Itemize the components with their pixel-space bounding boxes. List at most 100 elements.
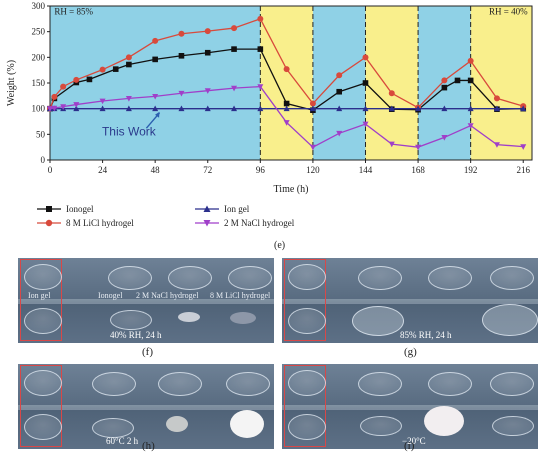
data-point — [60, 104, 67, 110]
data-point — [388, 141, 395, 148]
shelf-band — [282, 299, 538, 304]
y-axis-label: Weight (%) — [6, 60, 17, 106]
data-point — [362, 121, 369, 128]
y-tick-label: 150 — [32, 78, 46, 88]
y-tick-label: 250 — [32, 27, 46, 37]
annotation-rh-high: RH = 85% — [54, 7, 93, 17]
ion-gel-highlight-box — [284, 259, 326, 341]
legend-label: Ion gel — [224, 204, 250, 214]
legend-item-licl: 8 M LiCl hydrogel — [36, 218, 134, 228]
data-point — [362, 54, 369, 61]
panel-label-h: (h) — [142, 440, 155, 452]
panel-f-caption: 40% RH, 24 h — [110, 330, 162, 340]
data-point — [178, 52, 185, 59]
dish-licl-before — [226, 372, 270, 396]
data-point — [51, 105, 58, 112]
shelf-band — [18, 299, 274, 304]
series-2-m-nacl-hydrogel — [47, 84, 527, 151]
panel-label-i: (i) — [404, 440, 415, 452]
data-point — [231, 85, 238, 92]
y-tick-label: 100 — [32, 104, 46, 114]
data-point — [454, 77, 461, 84]
phase-band — [312, 6, 366, 160]
series-ion-gel — [47, 105, 527, 112]
data-point — [204, 88, 211, 94]
ion-gel-highlight-box — [20, 259, 62, 341]
data-point — [467, 57, 474, 64]
photo-panel-f: Ion gel Ionogel 2 M NaCl hydrogel 8 M Li… — [18, 258, 274, 343]
data-point — [467, 123, 474, 129]
data-point — [336, 130, 343, 137]
dish-ionogel-before — [92, 372, 136, 396]
series-line — [49, 48, 524, 111]
data-point — [283, 105, 290, 112]
y-tick-label: 200 — [32, 52, 46, 62]
data-point — [125, 96, 132, 102]
data-point — [152, 56, 158, 63]
data-point — [152, 37, 159, 44]
data-point — [257, 15, 264, 22]
data-point — [178, 90, 185, 97]
data-point — [204, 105, 211, 112]
data-point — [73, 102, 80, 108]
data-point — [309, 105, 316, 112]
data-point — [283, 120, 290, 126]
dish-licl-before — [228, 266, 272, 290]
data-point — [86, 76, 93, 83]
annotation-rh-low: RH = 40% — [489, 7, 528, 17]
dish-ion-gel-before — [288, 264, 326, 290]
series-8-m-licl-hydrogel — [47, 15, 527, 112]
data-point — [47, 106, 53, 112]
chart-annotations: RH = 85% RH = 40% This Work — [54, 7, 528, 139]
dish-ion-gel-after — [288, 308, 326, 334]
label-ion-gel: Ion gel — [28, 291, 51, 300]
legend-label: 2 M NaCl hydrogel — [224, 218, 295, 228]
data-point — [257, 46, 264, 52]
dish-nacl-before — [428, 372, 472, 396]
data-point — [73, 76, 80, 83]
dish-ionogel-before — [108, 266, 152, 290]
panel-label-g: (g) — [404, 346, 417, 358]
data-point — [231, 105, 238, 112]
label-licl: 8 M LiCl hydrogel — [210, 291, 271, 300]
chart-axes: 0 24 48 72 96 120 144 168 192 216 0 50 100 150 200 250 3… — [6, 1, 533, 195]
data-point — [73, 105, 80, 112]
data-point — [99, 98, 106, 105]
data-point — [441, 105, 448, 112]
dish-nacl-before — [168, 266, 212, 290]
x-tick-label: 48 — [151, 165, 161, 175]
panel-h-caption: 60°C 2 h — [106, 436, 139, 446]
panel-label-e: (e) — [274, 240, 286, 251]
dish-ionogel-before — [358, 266, 402, 290]
nacl-dried — [166, 416, 188, 432]
data-point — [257, 84, 264, 90]
y-tick-label: 50 — [36, 129, 46, 139]
data-point — [467, 105, 474, 112]
data-point — [362, 105, 369, 112]
data-point — [388, 105, 395, 112]
data-point — [51, 93, 58, 100]
dish-ion-gel-after — [24, 308, 62, 334]
data-point — [441, 77, 448, 84]
data-point — [336, 105, 343, 112]
this-work-arrow-head — [155, 111, 160, 118]
data-point — [388, 90, 395, 97]
data-point — [178, 105, 185, 112]
data-point — [493, 142, 500, 148]
phase-band — [470, 6, 532, 160]
data-point — [415, 144, 422, 151]
legend: Ionogel 8 M LiCl hydrogel Ion gel 2 M Na… — [36, 204, 366, 236]
dish-ionogel-after — [92, 418, 134, 438]
legend-marker-triangle-up — [195, 205, 219, 212]
licl-residue — [230, 312, 256, 324]
data-point — [467, 77, 474, 84]
dish-ionogel-after — [360, 416, 402, 436]
phase-band — [260, 6, 313, 160]
legend-marker-triangle-down — [195, 220, 219, 227]
dish-ion-gel-after — [288, 414, 326, 440]
dish-swollen-licl — [482, 304, 538, 336]
data-point — [257, 105, 264, 112]
data-point — [152, 93, 159, 100]
ion-gel-highlight-box — [20, 365, 62, 447]
dish-licl-before — [490, 372, 534, 396]
